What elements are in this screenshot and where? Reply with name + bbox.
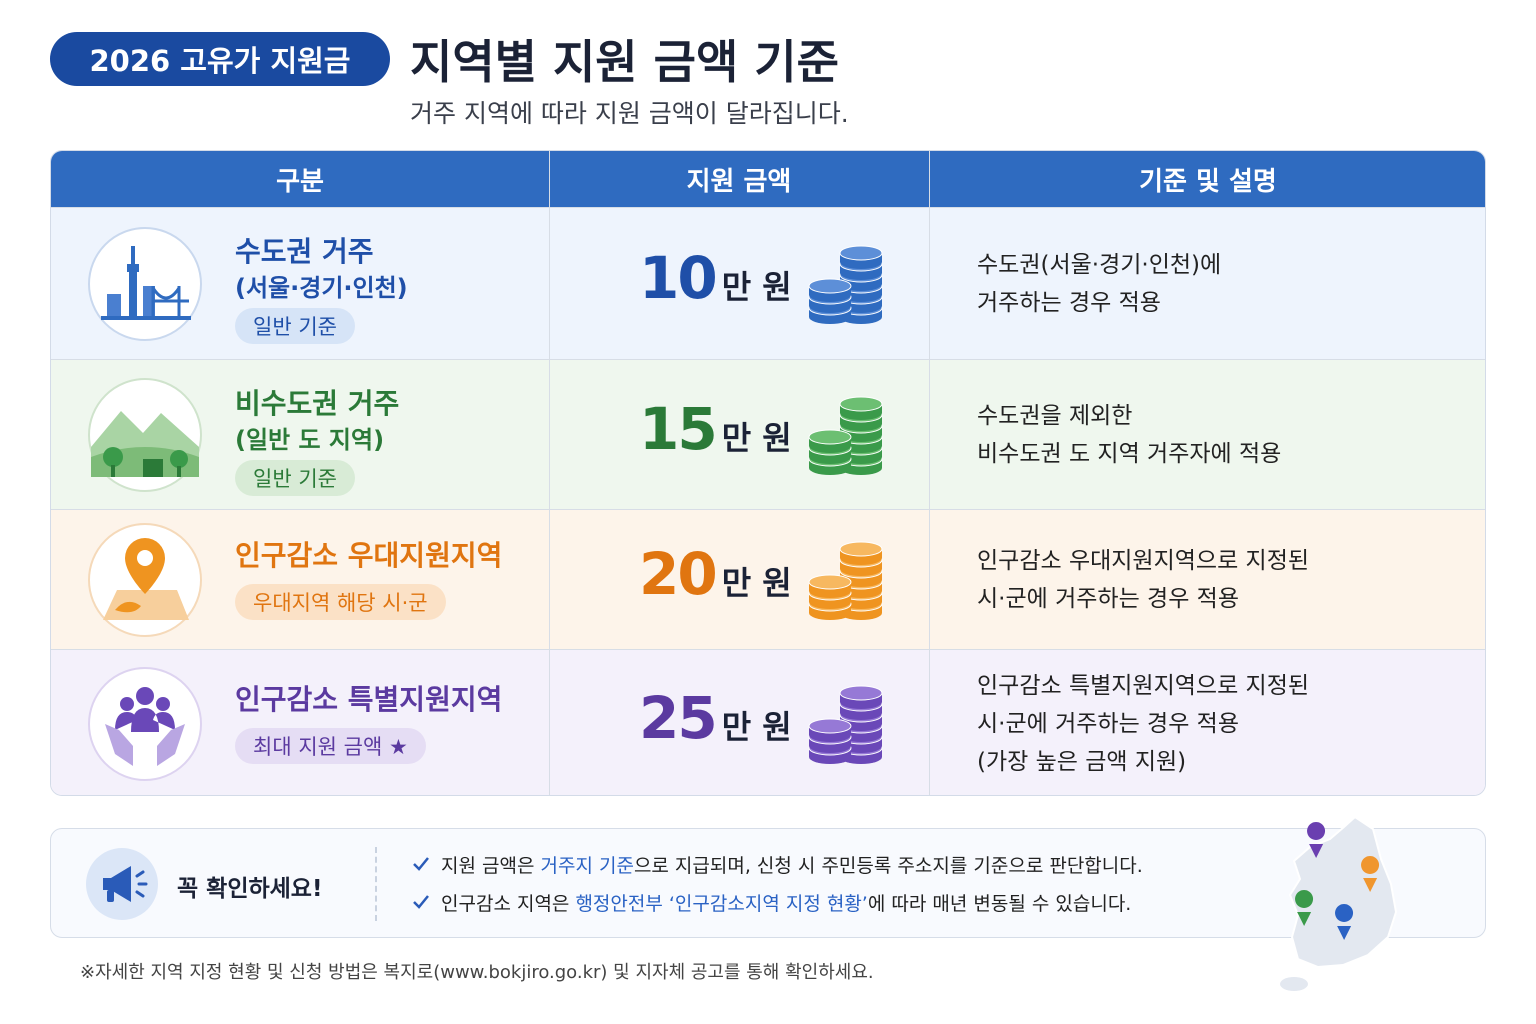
row-name: 수도권 거주	[235, 235, 374, 268]
amount-unit: 만 원	[721, 268, 792, 306]
row-tag: 일반 기준	[235, 460, 355, 496]
row-name: 비수도권 거주	[235, 387, 400, 420]
amount: 15 만 원	[549, 395, 929, 463]
column-header: 지원 금액	[549, 151, 929, 207]
row-tag: 최대 지원 금액 ★	[235, 728, 426, 764]
description-line: 거주하는 경우 적용	[977, 290, 1161, 316]
title: 지역별 지원 금액 기준	[410, 35, 839, 89]
amount-unit: 만 원	[721, 564, 792, 602]
row-detail: (일반 도 지역)	[235, 426, 385, 454]
coin-stack	[808, 245, 883, 324]
amount-unit: 만 원	[721, 419, 792, 457]
notice-text: 인구감소 지역은	[441, 893, 576, 915]
notice-item: 지원 금액은 거주지 기준으로 지급되며, 신청 시 주민등록 주소지를 기준으…	[441, 851, 1143, 878]
amount-number: 15	[639, 395, 718, 463]
column-header: 구분	[51, 151, 549, 207]
subtitle: 거주 지역에 따라 지원 금액이 달라집니다.	[410, 99, 849, 128]
amount-number: 20	[639, 540, 718, 608]
notice-title: 꼭 확인하세요!	[177, 876, 323, 902]
badge: 2026 고유가 지원금	[50, 32, 390, 86]
description-line: 수도권(서울·경기·인천)에	[977, 252, 1222, 278]
highlight: 거주지 기준	[540, 855, 634, 877]
row-name: 인구감소 특별지원지역	[235, 683, 503, 716]
column-divider	[549, 151, 550, 795]
notice-box: 꼭 확인하세요! 지원 금액은 거주지 기준으로 지급되며, 신청 시 주민등록…	[50, 828, 1486, 938]
description-line: 시·군에 거주하는 경우 적용	[977, 586, 1240, 612]
korea-map	[1280, 815, 1398, 991]
divider	[375, 847, 377, 921]
coin-stack	[808, 396, 883, 475]
row-name: 인구감소 우대지원지역	[235, 539, 503, 572]
description-line: 인구감소 우대지원지역으로 지정된	[977, 548, 1310, 574]
notice-text: 지원 금액은	[441, 855, 541, 877]
amount: 10 만 원	[549, 244, 929, 312]
row-tag: 일반 기준	[235, 308, 355, 344]
table: 구분 지원 금액 기준 및 설명 수도권 거주 (서울·경기·인천) 일반 기준 10 만 원…	[50, 150, 1486, 796]
amount: 20 만 원	[549, 540, 929, 608]
row-icon	[88, 667, 202, 781]
column-divider	[929, 151, 930, 795]
amount-number: 10	[639, 244, 718, 312]
notice-text: 에 따라 매년 변동될 수 있습니다.	[867, 893, 1132, 915]
row-icon	[88, 227, 202, 341]
description-line: 비수도권 도 지역 거주자에 적용	[977, 441, 1282, 467]
footnote: ※자세한 지역 지정 현황 및 신청 방법은 복지로(www.bokjiro.g…	[80, 962, 874, 983]
amount-unit: 만 원	[721, 708, 792, 746]
description-line: 수도권을 제외한	[977, 403, 1133, 429]
column-header: 기준 및 설명	[929, 151, 1485, 207]
highlight: 행정안전부 ‘인구감소지역 지정 현황’	[575, 893, 868, 915]
row-detail: (서울·경기·인천)	[235, 274, 408, 302]
table-row: 수도권 거주 (서울·경기·인천) 일반 기준 10 만 원 수도권(서울·경기·인천)에…	[51, 207, 1485, 359]
megaphone-icon	[86, 848, 158, 920]
amount: 25 만 원	[549, 684, 929, 752]
description-line: 시·군에 거주하는 경우 적용	[977, 711, 1240, 737]
row-icon	[88, 378, 202, 492]
notice-item: 인구감소 지역은 행정안전부 ‘인구감소지역 지정 현황’에 따라 매년 변동될…	[441, 889, 1131, 916]
notice-text: 으로 지급되며, 신청 시 주민등록 주소지를 기준으로 판단합니다.	[633, 855, 1143, 877]
description-line: 인구감소 특별지원지역으로 지정된	[977, 673, 1310, 699]
row-tag: 우대지역 해당 시·군	[235, 584, 446, 620]
row-icon	[88, 523, 202, 637]
coin-stack	[808, 541, 883, 620]
description-line: (가장 높은 금액 지원)	[977, 749, 1187, 775]
amount-number: 25	[639, 684, 718, 752]
check-icons	[413, 857, 429, 909]
coin-stack	[808, 685, 883, 764]
